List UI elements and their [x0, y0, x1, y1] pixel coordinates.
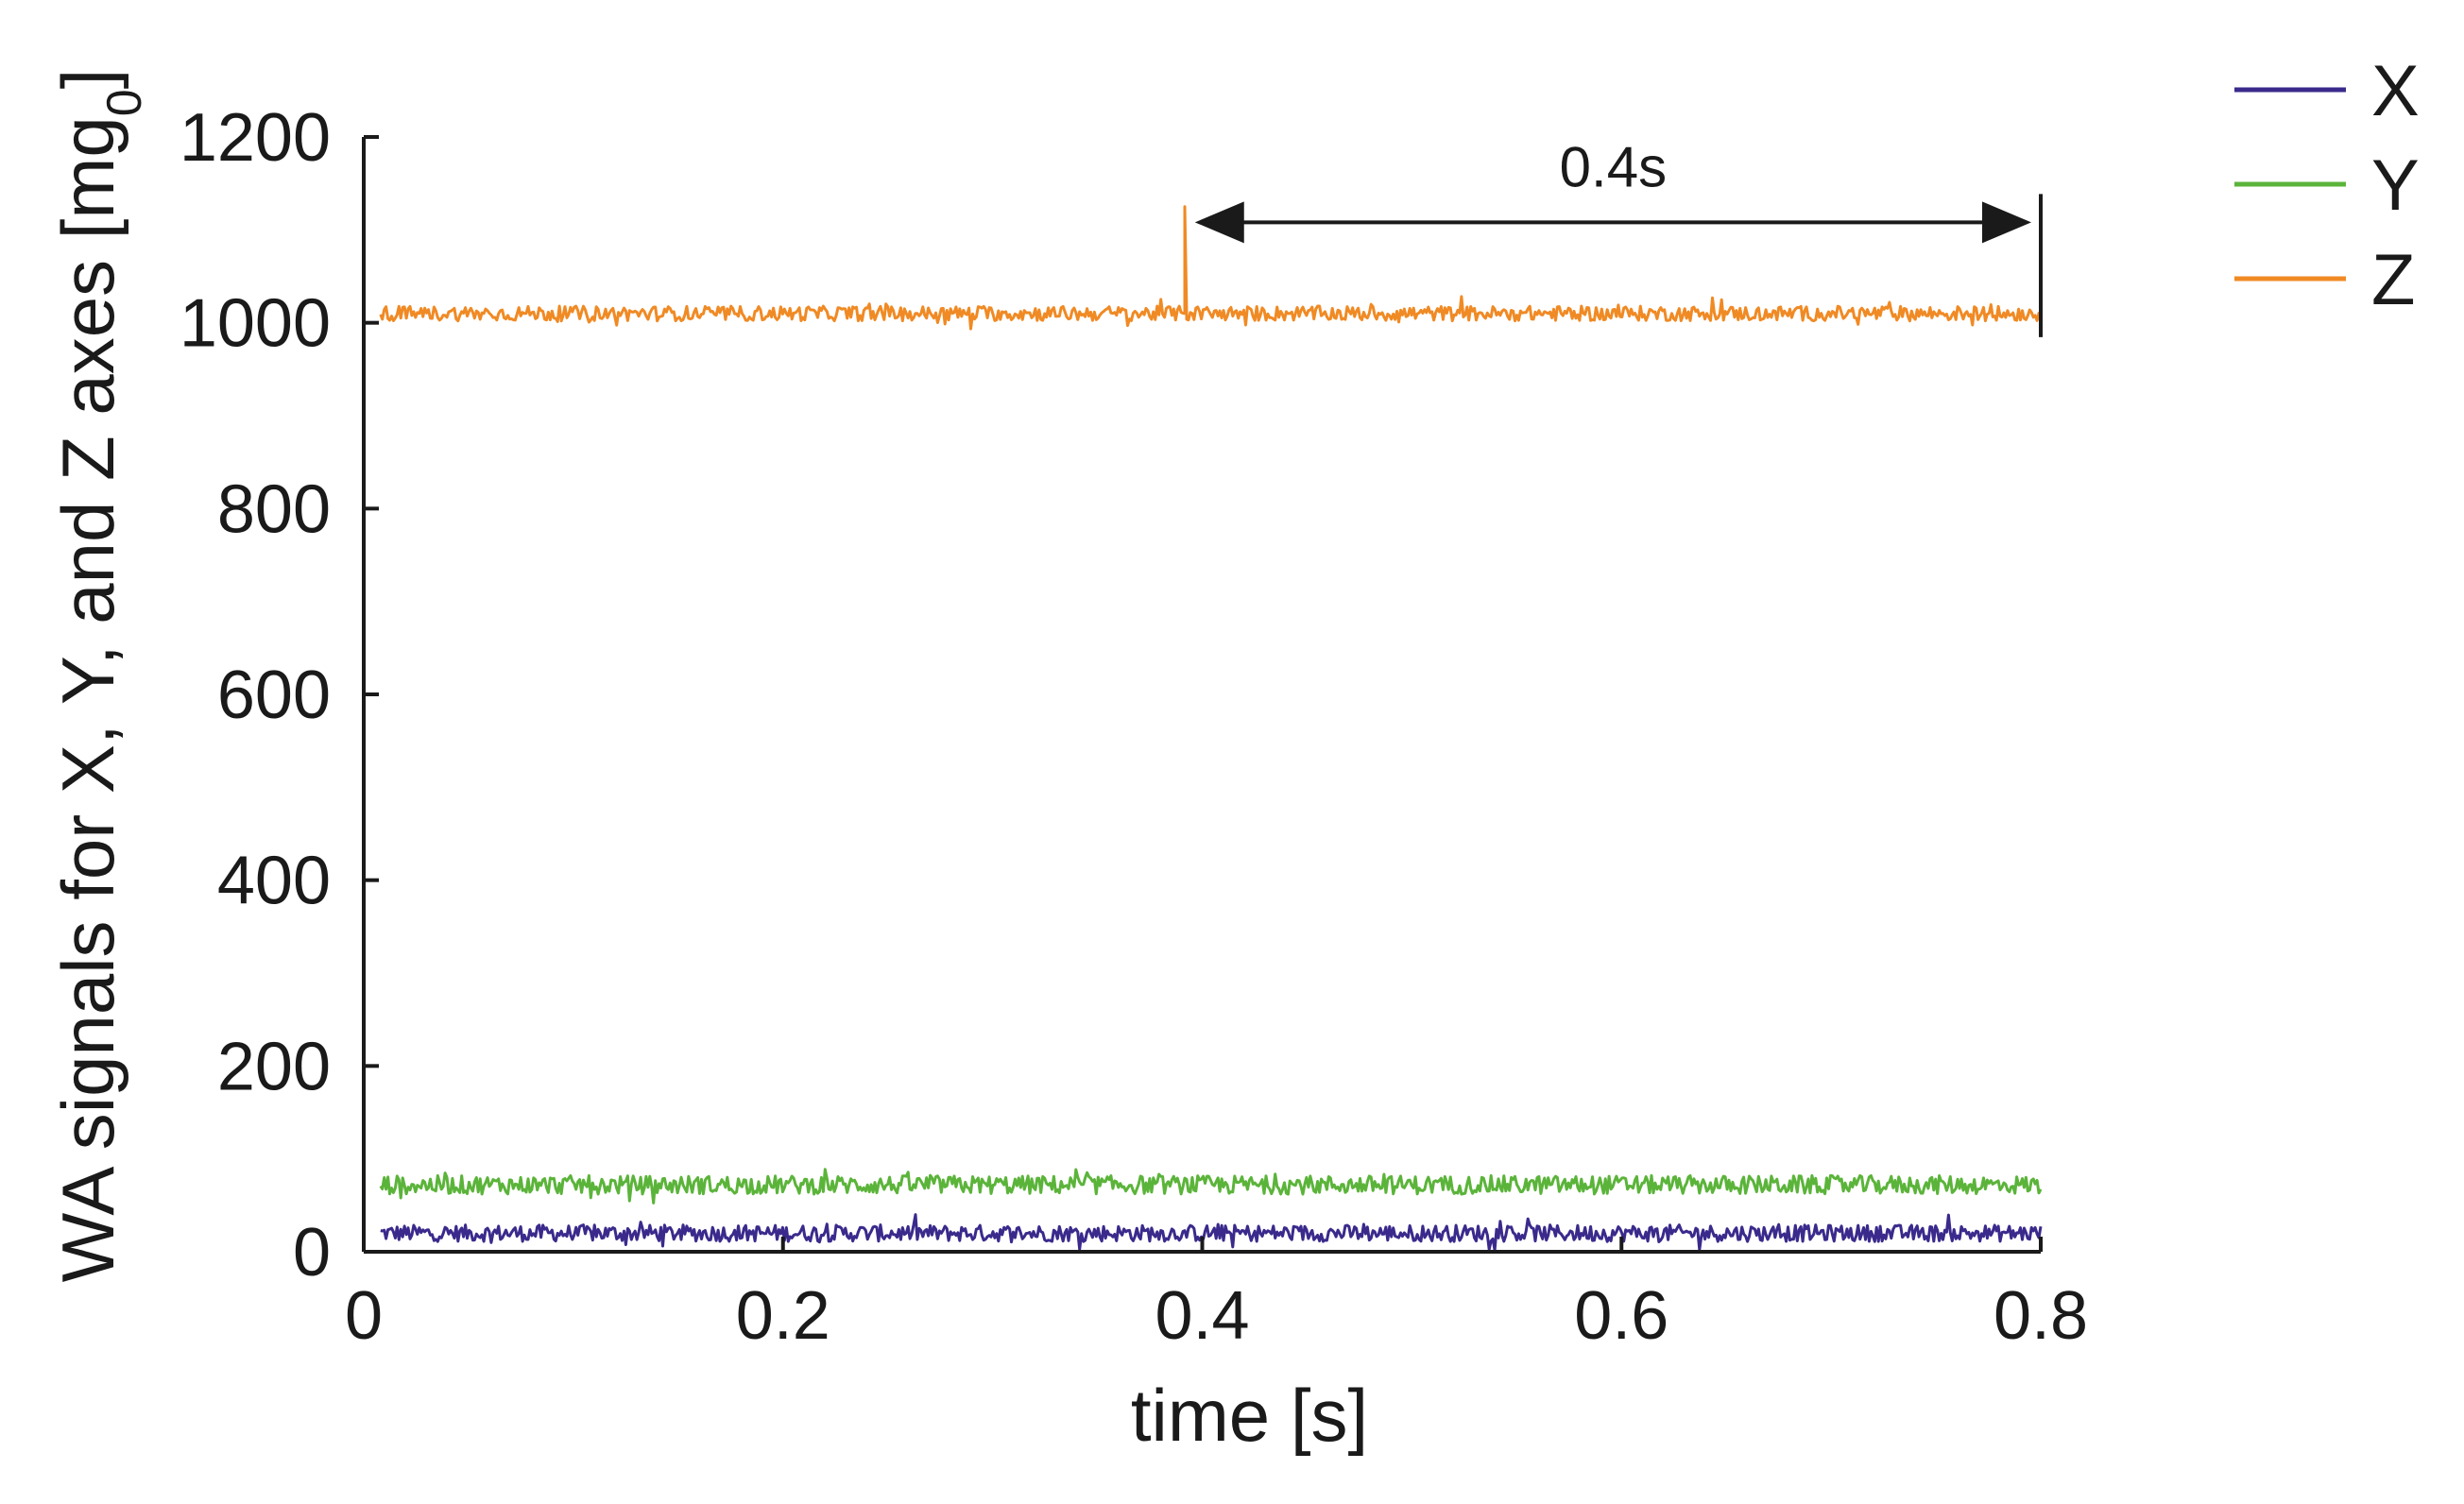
y-axis-title-suffix: ] [46, 69, 129, 90]
y-tick-label: 400 [217, 844, 331, 919]
y-axis-title-main: WA signals for X, Y, and Z axes [mg [46, 116, 129, 1282]
y-ticks: 0 200 400 600 800 1000 1200 [180, 100, 379, 1290]
y-axis-title: WA signals for X, Y, and Z axes [mg0] [46, 69, 152, 1283]
annotation-label: 0.4s [1560, 135, 1667, 198]
y-tick-label: 800 [217, 471, 331, 547]
series-line-y [379, 1168, 2043, 1205]
plot-area: 0 0.2 0.4 0.6 0.8 0 200 400 600 800 1000 1200 0.4s [180, 100, 2088, 1354]
y-tick-label: 1000 [180, 286, 331, 362]
series-layer [379, 205, 2043, 1252]
duration-annotation: 0.4s [1194, 135, 2043, 337]
legend: XYZ [2234, 51, 2420, 320]
x-tick-label: 0 [345, 1278, 383, 1354]
y-axis-title-subscript: 0 [97, 89, 152, 116]
legend-label-y: Y [2371, 145, 2420, 226]
x-tick-label: 0.8 [1993, 1278, 2088, 1354]
legend-label-x: X [2371, 51, 2420, 131]
annotation-arrowhead-right [1982, 201, 2031, 244]
x-tick-label: 0.2 [736, 1278, 830, 1354]
x-ticks: 0 0.2 0.4 0.6 0.8 [345, 1237, 2088, 1354]
y-tick-label: 200 [217, 1029, 331, 1104]
annotation-arrowhead-left [1194, 201, 1244, 244]
series-line-z [379, 205, 2043, 331]
legend-label-z: Z [2371, 240, 2415, 320]
x-axis-title: time [s] [1131, 1374, 1368, 1457]
y-tick-label: 0 [293, 1215, 331, 1290]
x-tick-label: 0.4 [1155, 1278, 1249, 1354]
series-line-x [380, 1213, 2043, 1252]
y-tick-label: 1200 [180, 100, 331, 176]
y-tick-label: 600 [217, 658, 331, 733]
x-tick-label: 0.6 [1574, 1278, 1668, 1354]
axes: 0 0.2 0.4 0.6 0.8 0 200 400 600 800 1000 1200 [180, 100, 2088, 1354]
